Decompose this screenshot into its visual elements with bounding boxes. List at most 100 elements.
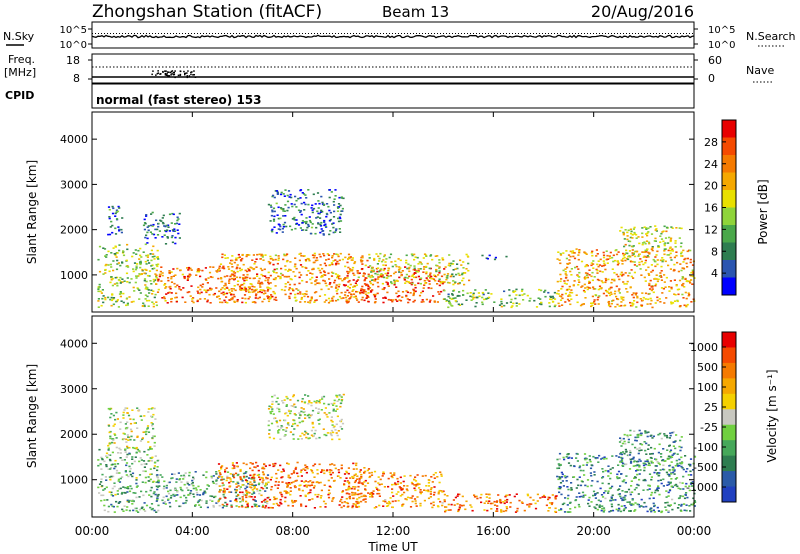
- range-gate-cell: [248, 254, 251, 256]
- range-gate-cell: [648, 282, 651, 285]
- range-gate-cell: [140, 490, 143, 493]
- range-gate-cell: [439, 471, 442, 473]
- range-gate-cell: [267, 424, 270, 427]
- range-gate-cell: [142, 460, 146, 462]
- range-gate-cell: [319, 225, 323, 227]
- range-gate-cell: [443, 281, 446, 283]
- range-gate-cell: [591, 304, 594, 307]
- y-tick-label: 4000: [60, 337, 88, 350]
- range-gate-cell: [397, 269, 401, 271]
- range-gate-cell: [580, 286, 583, 288]
- range-gate-cell: [395, 493, 398, 495]
- range-gate-cell: [338, 438, 341, 441]
- range-gate-cell: [157, 278, 160, 281]
- range-gate-cell: [293, 265, 296, 268]
- range-gate-cell: [384, 500, 387, 503]
- range-gate-cell: [319, 271, 322, 274]
- range-gate-cell: [689, 483, 693, 485]
- range-gate-cell: [162, 487, 165, 490]
- range-gate-cell: [624, 506, 627, 509]
- range-gate-cell: [332, 260, 335, 262]
- range-gate-cell: [324, 274, 327, 276]
- range-gate-cell: [643, 478, 646, 481]
- range-gate-cell: [277, 469, 280, 471]
- range-gate-cell: [249, 474, 252, 477]
- range-gate-cell: [105, 465, 108, 468]
- range-gate-cell: [343, 501, 346, 503]
- range-gate-cell: [377, 270, 381, 273]
- range-gate-cell: [422, 268, 426, 270]
- range-gate-cell: [630, 504, 633, 506]
- range-gate-cell: [627, 438, 630, 441]
- range-gate-cell: [153, 258, 156, 260]
- range-gate-cell: [589, 460, 592, 463]
- range-gate-cell: [500, 509, 503, 511]
- range-gate-cell: [393, 483, 396, 486]
- range-gate-cell: [340, 291, 343, 294]
- range-gate-cell: [496, 510, 499, 512]
- range-gate-cell: [674, 242, 677, 244]
- range-gate-cell: [650, 248, 653, 250]
- range-gate-cell: [670, 237, 673, 240]
- range-gate-cell: [350, 487, 353, 490]
- range-gate-cell: [676, 261, 679, 264]
- range-gate-cell: [651, 247, 654, 249]
- range-gate-cell: [180, 474, 183, 477]
- range-gate-cell: [307, 395, 310, 397]
- range-gate-cell: [686, 266, 689, 268]
- range-gate-cell: [292, 394, 295, 396]
- range-gate-cell: [312, 426, 315, 429]
- range-gate-cell: [523, 293, 526, 295]
- range-gate-cell: [303, 201, 306, 204]
- range-gate-cell: [608, 255, 611, 257]
- range-gate-cell: [417, 483, 420, 485]
- range-gate-cell: [97, 290, 100, 293]
- range-gate-cell: [335, 290, 338, 292]
- range-gate-cell: [329, 282, 332, 284]
- range-gate-cell: [304, 494, 307, 497]
- range-gate-cell: [249, 467, 252, 470]
- nsky-tick-low: 10^0: [60, 40, 87, 51]
- range-gate-cell: [127, 439, 130, 441]
- range-gate-cell: [681, 276, 684, 278]
- range-gate-cell: [650, 233, 654, 235]
- range-gate-cell: [179, 269, 182, 271]
- range-gate-cell: [627, 255, 630, 258]
- range-gate-cell: [587, 502, 590, 505]
- range-gate-cell: [505, 501, 508, 503]
- range-gate-cell: [689, 282, 692, 284]
- range-gate-cell: [322, 253, 325, 255]
- range-gate-cell: [363, 272, 366, 274]
- range-gate-cell: [253, 477, 256, 479]
- range-gate-cell: [408, 299, 411, 301]
- range-gate-cell: [364, 488, 367, 490]
- range-gate-cell: [160, 220, 163, 222]
- range-gate-cell: [132, 270, 135, 273]
- range-gate-cell: [672, 445, 675, 447]
- range-gate-cell: [122, 432, 125, 435]
- range-gate-cell: [316, 469, 319, 471]
- range-gate-cell: [113, 511, 116, 513]
- range-gate-cell: [625, 491, 628, 493]
- range-gate-cell: [197, 292, 200, 294]
- range-gate-cell: [549, 295, 552, 298]
- range-gate-cell: [455, 273, 458, 276]
- range-gate-cell: [434, 255, 437, 257]
- range-gate-cell: [330, 275, 334, 277]
- range-gate-cell: [334, 410, 337, 412]
- range-gate-cell: [689, 261, 692, 264]
- range-gate-cell: [305, 274, 308, 276]
- range-gate-cell: [113, 283, 116, 285]
- range-gate-cell: [598, 285, 602, 288]
- range-gate-cell: [351, 290, 354, 292]
- range-gate-cell: [394, 298, 397, 301]
- range-gate-cell: [306, 467, 309, 470]
- range-gate-cell: [639, 443, 642, 445]
- range-gate-cell: [609, 291, 613, 294]
- range-gate-cell: [144, 243, 147, 246]
- range-gate-cell: [100, 468, 103, 470]
- range-gate-cell: [474, 305, 477, 308]
- range-gate-cell: [144, 260, 147, 263]
- range-gate-cell: [251, 483, 254, 486]
- range-gate-cell: [178, 478, 182, 480]
